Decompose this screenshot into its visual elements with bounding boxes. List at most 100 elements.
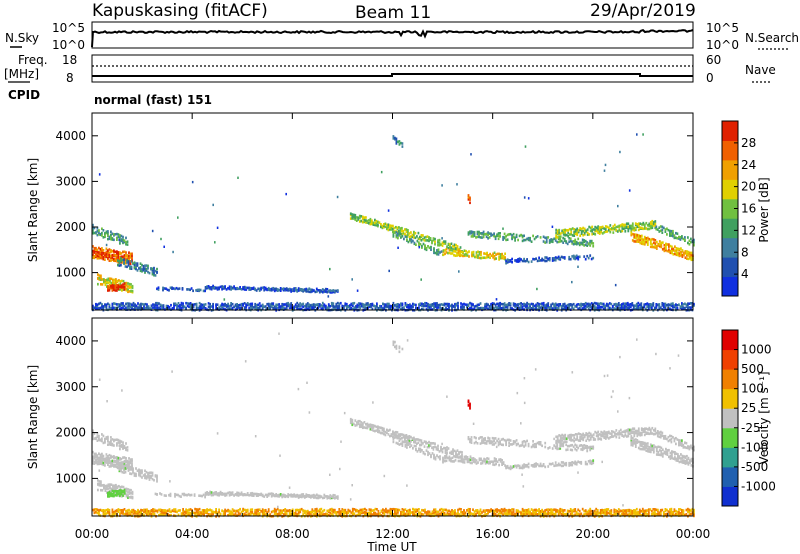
power-cell <box>577 255 580 259</box>
velocity-cell <box>562 436 565 439</box>
power-cell <box>538 305 540 308</box>
power-cell <box>495 257 497 260</box>
velocity-cell <box>312 513 315 516</box>
power-cell <box>448 306 450 310</box>
velocity-cell <box>330 496 333 500</box>
power-cell <box>108 253 111 257</box>
velocity-cell <box>404 436 406 440</box>
power-cell <box>113 259 115 262</box>
power-cell <box>554 302 557 306</box>
velocity-cell <box>288 512 291 516</box>
velocity-cell <box>586 435 589 438</box>
power-cell <box>684 238 686 242</box>
velocity-cell <box>514 440 516 443</box>
power-cell <box>551 238 554 242</box>
velocity-cell <box>225 509 228 513</box>
velocity-cell <box>497 441 500 444</box>
velocity-cell <box>649 445 652 449</box>
velocity-cell <box>469 461 472 465</box>
power-cell <box>119 280 122 283</box>
power-cell <box>92 304 94 308</box>
power-cell <box>574 228 577 232</box>
freq-label: Freq. <box>18 53 48 67</box>
velocity-cell <box>332 511 335 514</box>
power-cell <box>357 303 360 307</box>
power-cell <box>570 233 573 236</box>
velocity-cell <box>281 493 284 497</box>
velocity-cell <box>450 457 452 460</box>
power-cell <box>632 307 635 311</box>
power-cell <box>95 246 97 250</box>
power-cell <box>273 305 276 308</box>
velocity-cell <box>375 425 378 429</box>
velocity-cell <box>690 446 692 449</box>
power-cell <box>385 304 387 308</box>
power-cell <box>595 306 598 310</box>
velocity-cell <box>651 432 654 435</box>
power-cell <box>285 304 288 308</box>
velocity-cell <box>163 494 166 497</box>
velocity-cell <box>108 461 111 465</box>
velocity-cell <box>671 454 673 458</box>
power-cell <box>239 286 241 289</box>
power-cell <box>326 290 329 294</box>
velocity-cell <box>150 476 152 479</box>
velocity-cell <box>297 496 300 499</box>
power-cell <box>162 286 164 290</box>
velocity-cell <box>108 441 111 444</box>
power-cell <box>117 255 120 259</box>
power-cell <box>618 228 621 232</box>
velocity-cell <box>254 508 257 512</box>
velocity-cell <box>335 511 338 514</box>
power-cell <box>493 302 495 306</box>
power-cell <box>620 306 623 310</box>
velocity-cell <box>642 441 645 444</box>
velocity-cell <box>114 489 117 493</box>
velocity-cell <box>481 439 483 442</box>
power-cell <box>637 222 640 225</box>
power-cell <box>625 302 628 305</box>
velocity-cell <box>670 438 673 441</box>
power-cell <box>674 245 676 248</box>
power-cell <box>100 274 102 278</box>
velocity-cell <box>270 492 273 495</box>
velocity-cell <box>574 443 577 447</box>
power-cell <box>467 231 470 234</box>
velocity-cell <box>278 512 281 515</box>
velocity-cell <box>509 465 512 468</box>
velocity-cell <box>261 493 264 497</box>
power-cell <box>499 304 501 307</box>
power-cell <box>129 262 132 265</box>
velocity-cell <box>487 460 490 464</box>
power-cell <box>110 285 112 288</box>
power-cell <box>128 307 130 311</box>
velocity-cell <box>161 509 163 512</box>
velocity-cell <box>100 488 102 492</box>
power-cell <box>490 308 492 311</box>
velocity-cell <box>296 513 299 516</box>
power-cell <box>649 306 652 309</box>
velocity-cell <box>358 419 361 423</box>
power-cell <box>691 304 694 308</box>
power-cell <box>654 220 657 223</box>
power-cell <box>515 303 518 307</box>
power-cell <box>590 302 593 305</box>
power-cell <box>632 306 635 309</box>
nsearch-tick-top: 10^5 <box>706 21 739 35</box>
velocity-cell <box>413 444 416 448</box>
power-cell <box>482 233 485 236</box>
power-cell <box>656 303 659 307</box>
power-cell <box>302 288 305 292</box>
power-cell <box>587 307 590 310</box>
power-cell <box>162 304 165 307</box>
power-cell <box>574 240 577 244</box>
power-cell <box>358 220 361 223</box>
power-colorbar-cell <box>722 276 738 297</box>
velocity-cell <box>119 461 121 465</box>
power-cell <box>405 228 408 231</box>
power-cell <box>218 306 220 309</box>
power-cell <box>636 238 639 241</box>
power-cell <box>662 305 665 308</box>
velocity-cell <box>660 452 663 455</box>
power-cell <box>688 302 691 305</box>
